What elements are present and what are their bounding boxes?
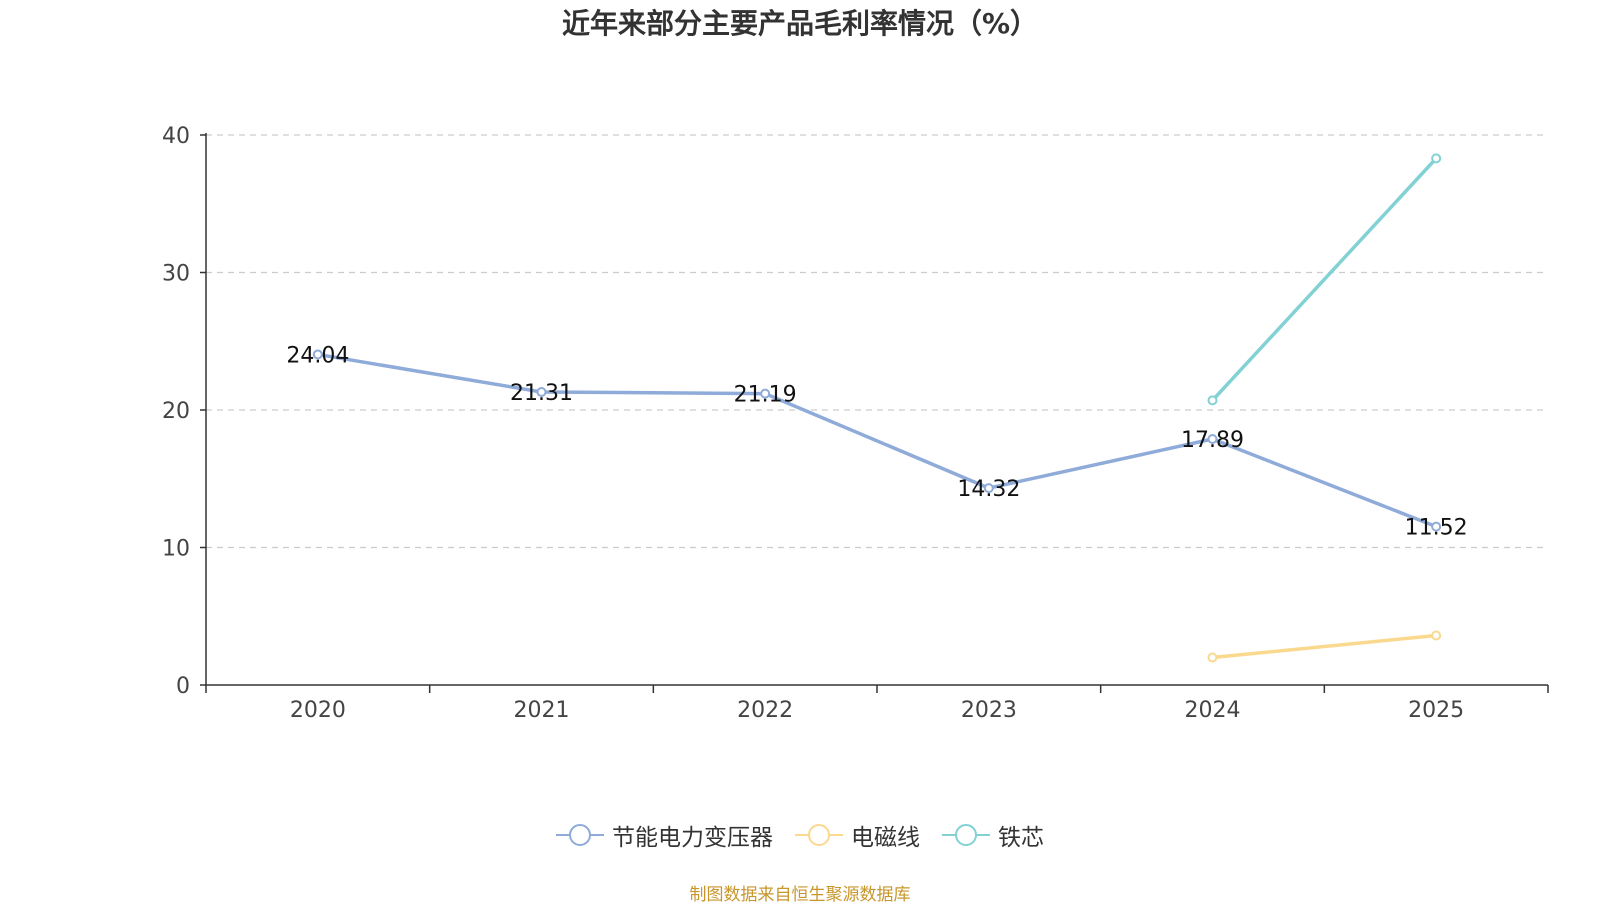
y-tick-label: 40 <box>162 124 190 149</box>
source-note: 制图数据来自恒生聚源数据库 <box>689 885 911 905</box>
legend-item-magnet-wire[interactable]: 电磁线 <box>795 818 920 852</box>
legend-marker-magnet-wire <box>795 824 843 846</box>
legend: 节能电力变压器 电磁线 铁芯 <box>0 818 1600 852</box>
data-label: 11.52 <box>1405 516 1468 541</box>
data-label: 21.31 <box>510 381 573 406</box>
legend-marker-iron-core <box>942 824 990 846</box>
data-point <box>983 483 994 494</box>
legend-label-transformer: 节能电力变压器 <box>612 825 773 851</box>
line-chart: 0 10 20 30 40 2020 2021 2022 2023 2024 2025 24.04 21… <box>162 124 1549 723</box>
data-label: 24.04 <box>286 343 349 368</box>
x-tick-label: 2025 <box>1408 698 1464 723</box>
x-tick-label: 2022 <box>737 698 793 723</box>
data-point <box>1431 630 1442 641</box>
data-point <box>312 349 323 360</box>
legend-label-iron-core: 铁芯 <box>998 825 1044 851</box>
legend-item-transformer[interactable]: 节能电力变压器 <box>556 818 773 852</box>
data-point <box>1431 153 1442 164</box>
legend-item-iron-core[interactable]: 铁芯 <box>942 818 1044 852</box>
data-point <box>760 388 771 399</box>
series-line-2 <box>1210 156 1438 403</box>
x-tick-label: 2021 <box>514 698 570 723</box>
data-point <box>1207 395 1218 406</box>
y-tick-label: 20 <box>162 399 190 424</box>
series-line-1 <box>1210 633 1438 660</box>
data-point <box>1207 434 1218 445</box>
data-point <box>536 386 547 397</box>
data-point <box>1207 652 1218 663</box>
chart-title: 近年来部分主要产品毛利率情况（%） <box>561 7 1039 40</box>
data-label: 21.19 <box>734 383 797 408</box>
x-tick-label: 2023 <box>961 698 1017 723</box>
data-point <box>1431 521 1442 532</box>
legend-label-magnet-wire: 电磁线 <box>851 825 920 851</box>
y-tick-label: 0 <box>176 674 190 699</box>
y-tick-label: 30 <box>162 262 190 287</box>
data-label: 17.89 <box>1181 428 1244 453</box>
legend-marker-transformer <box>556 824 604 846</box>
y-tick-label: 10 <box>162 537 190 562</box>
series-line-0 <box>316 352 1438 529</box>
x-tick-label: 2024 <box>1185 698 1241 723</box>
data-label: 14.32 <box>957 477 1020 502</box>
x-tick-label: 2020 <box>290 698 346 723</box>
